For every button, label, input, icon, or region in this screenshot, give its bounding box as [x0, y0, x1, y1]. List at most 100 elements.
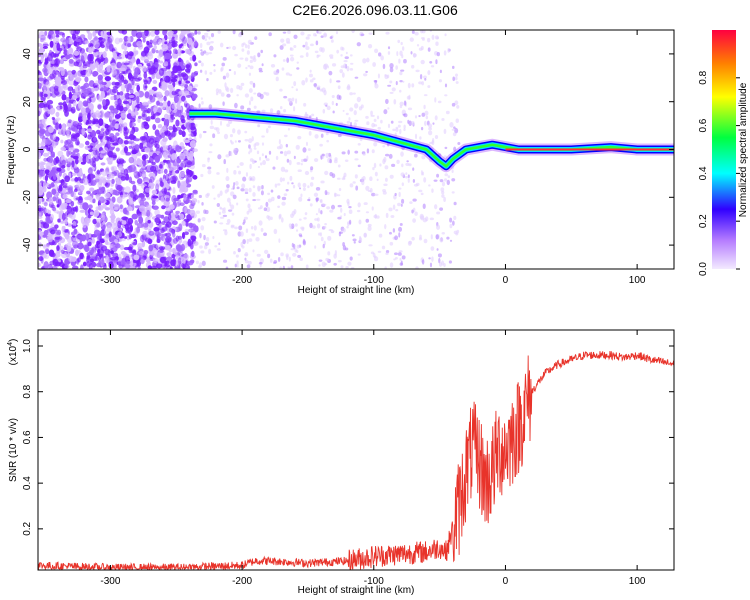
spectrogram-speck — [86, 119, 93, 125]
spectrogram-speck — [286, 158, 290, 163]
spectrogram-speck — [320, 35, 324, 38]
spectrogram-speck — [157, 54, 162, 59]
spectrogram-speck — [221, 210, 226, 214]
spectrogram-speck — [127, 43, 132, 48]
spectrogram-speck — [40, 34, 46, 41]
spectrogram-speck — [337, 259, 342, 263]
spectrogram-speck — [200, 97, 203, 100]
spectrogram-speck — [42, 45, 48, 49]
spectrogram-speck — [148, 244, 154, 252]
snr-y-multiplier: (x104) — [7, 339, 19, 366]
spectrogram-speck — [50, 252, 56, 258]
spectrogram-speck — [162, 30, 167, 36]
spectrogram-speck — [64, 232, 70, 240]
spectrogram-speck — [432, 122, 435, 125]
spectrogram-speck — [179, 141, 185, 148]
spectrogram-speck — [64, 175, 71, 183]
spectrogram-speck — [185, 168, 190, 175]
spectrogram-speck — [305, 264, 309, 269]
spectrogram-speck — [233, 169, 237, 175]
spectrogram-speck — [261, 135, 265, 138]
spectrogram-speck — [125, 102, 130, 110]
spectrogram-speck — [178, 91, 183, 95]
spectrogram-speck — [239, 57, 244, 60]
spectrogram-speck — [279, 106, 283, 110]
spectrogram-speck — [354, 174, 358, 179]
spectrogram-speck — [425, 216, 429, 222]
spectrogram-speck — [373, 162, 377, 169]
spectrogram-speck — [121, 43, 125, 50]
spectrogram-speck — [329, 78, 332, 84]
spectrogram-speck — [267, 125, 271, 129]
spectrogram-speck — [389, 62, 394, 69]
spectrogram-speck — [354, 103, 359, 109]
spectrogram-speck — [43, 202, 48, 207]
spectrogram-speck — [185, 60, 190, 66]
spectrogram-speck — [191, 223, 197, 228]
spectrogram-speck — [326, 139, 330, 143]
spectrogram-speck — [387, 84, 392, 87]
spectrogram-speck — [117, 180, 122, 186]
spectrogram-speck — [423, 238, 428, 244]
spectrogram-speck — [184, 206, 188, 213]
spectrogram-speck — [65, 198, 72, 204]
spectrogram-speck — [129, 260, 134, 266]
spectrogram-speck — [231, 212, 235, 216]
spectrogram-speck — [155, 133, 161, 142]
spectrogram-speck — [285, 72, 290, 76]
spectrogram-speck — [195, 260, 200, 265]
spectrogram-speck — [420, 37, 425, 40]
spectrogram-speck — [163, 95, 167, 102]
spectrogram-speck — [92, 31, 97, 37]
snr-x-tick-label: -200 — [232, 576, 252, 587]
spectrogram-speck — [181, 257, 187, 264]
spectrogram-speck — [395, 128, 399, 132]
spectrogram-x-label: Height of straight line (km) — [298, 285, 415, 296]
spectrogram-speck — [54, 58, 60, 66]
spectrogram-speck — [441, 232, 446, 235]
spectrogram-x-tick-label: -200 — [232, 275, 252, 286]
spectrogram-speck — [39, 45, 44, 53]
spectrogram-speck — [402, 80, 405, 83]
spectrogram-speck — [308, 115, 312, 119]
spectrogram-speck — [164, 52, 171, 60]
spectrogram-speck — [58, 261, 65, 267]
spectrogram-speck — [225, 86, 229, 91]
spectrogram-speck — [392, 128, 396, 132]
spectrogram-speck — [119, 91, 124, 96]
spectrogram-speck — [314, 134, 319, 139]
spectrogram-speck — [384, 177, 388, 182]
spectrogram-speck — [98, 68, 103, 74]
spectrogram-speck — [79, 167, 83, 176]
spectrogram-speck — [137, 63, 143, 68]
spectrogram-speck — [100, 30, 104, 38]
spectrogram-speck — [52, 37, 60, 44]
spectrogram-speck — [263, 232, 267, 237]
spectrogram-speck — [374, 193, 379, 196]
spectrogram-speck — [39, 91, 44, 97]
spectrogram-speck — [325, 132, 329, 136]
spectrogram-speck — [108, 230, 112, 238]
spectrogram-speck — [363, 202, 368, 206]
spectrogram-speck — [277, 183, 281, 186]
spectrogram-speck — [96, 188, 104, 195]
spectrogram-speck — [75, 88, 79, 94]
spectrogram-speck — [457, 141, 461, 145]
spectrogram-speck — [105, 242, 112, 246]
spectrogram-speck — [249, 158, 254, 162]
spectrogram-speck — [38, 71, 42, 76]
spectrogram-speck — [314, 50, 319, 54]
spectrogram-speck — [264, 155, 268, 159]
spectrogram-speck — [435, 41, 439, 46]
spectrogram-speck — [212, 133, 216, 139]
spectrogram-speck — [334, 250, 337, 256]
spectrogram-speck — [172, 65, 179, 74]
spectrogram-speck — [96, 222, 100, 228]
spectrogram-speck — [337, 204, 342, 208]
spectrogram-speck — [257, 185, 262, 191]
spectrogram-speck — [80, 34, 86, 39]
colorbar-tick-label: 0.2 — [698, 214, 709, 228]
spectrogram-speck — [307, 34, 311, 37]
spectrogram-speck — [188, 150, 194, 158]
spectrogram-speck — [379, 163, 382, 167]
